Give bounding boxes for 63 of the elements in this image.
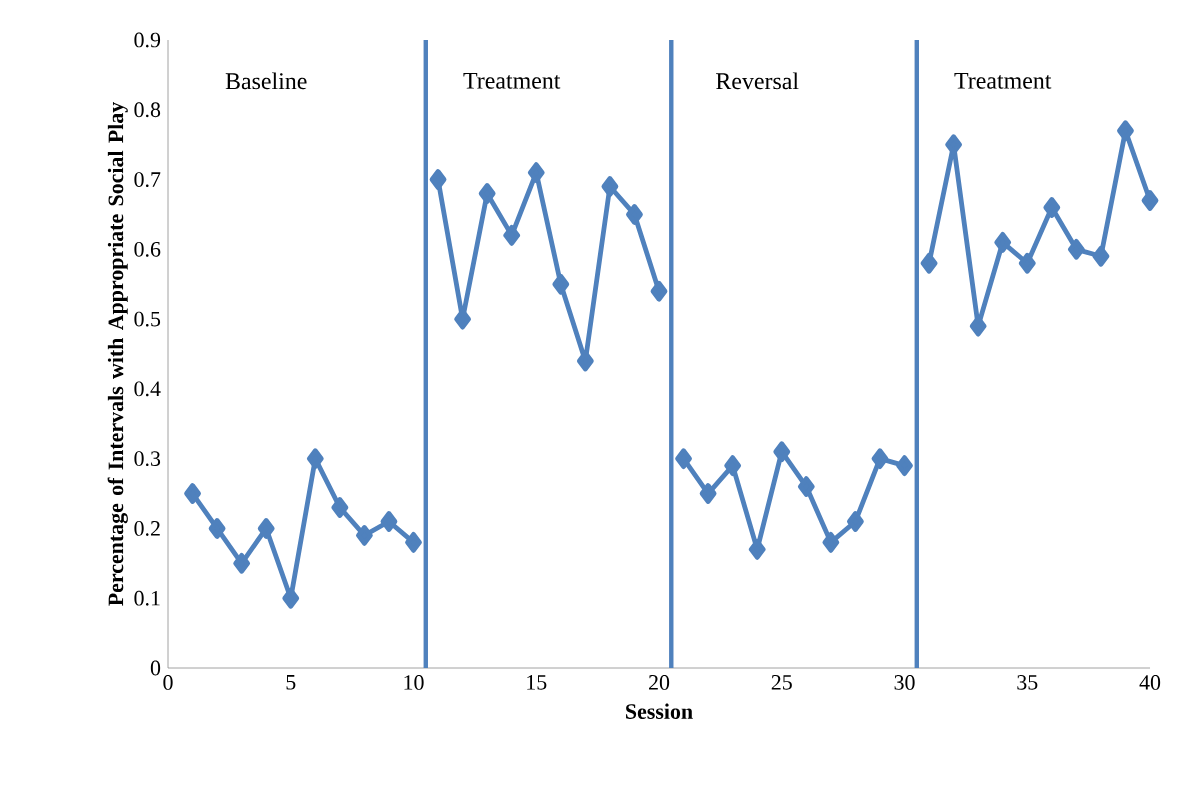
point (822, 532, 840, 553)
x-tick-label: 30 (894, 675, 915, 690)
x-tick-label: 5 (286, 675, 296, 690)
y-tick-label: 0.7 (134, 172, 161, 188)
point (257, 518, 275, 539)
point (650, 280, 668, 302)
x-axis-title: Session (626, 703, 693, 719)
point (576, 350, 594, 372)
point (1043, 197, 1061, 218)
point (405, 532, 422, 553)
point (208, 518, 226, 539)
annotation: Reversal (716, 72, 799, 90)
point (552, 273, 570, 295)
y-tick-label: 0.3 (134, 451, 161, 467)
point (773, 441, 791, 463)
point (233, 552, 251, 574)
x-tick-label: 10 (404, 675, 424, 690)
point (306, 448, 324, 470)
y-tick-label: 0.4 (134, 381, 161, 397)
point (429, 169, 447, 190)
point (699, 483, 717, 504)
annotation: Treatment (954, 72, 1052, 89)
point (871, 448, 889, 470)
point (1092, 245, 1110, 267)
point (724, 455, 742, 477)
x-tick-label: 0 (163, 675, 173, 690)
point (675, 448, 692, 470)
point (994, 231, 1012, 253)
point (478, 183, 496, 204)
point (380, 511, 398, 532)
point (969, 315, 987, 337)
x-tick-label: 40 (1139, 675, 1161, 690)
y-tick-label: 0.2 (134, 521, 160, 536)
annotation: Treatment (463, 72, 561, 89)
point (847, 511, 864, 532)
point (1067, 238, 1085, 260)
point (626, 204, 643, 225)
y-tick-label: 0.1 (134, 590, 160, 606)
x-tick-label: 20 (649, 675, 670, 690)
annotation: Baseline (225, 72, 307, 90)
point (601, 176, 619, 197)
point (1117, 120, 1134, 142)
point (1018, 252, 1036, 274)
point (356, 525, 373, 546)
y-tick-label: 0.9 (134, 32, 161, 48)
y-tick-label: 0.6 (134, 241, 161, 257)
x-tick-label: 15 (527, 675, 547, 690)
point (331, 497, 349, 518)
point (184, 483, 201, 504)
x-tick-label: 25 (771, 675, 792, 690)
y-tick-label: 0.8 (134, 102, 161, 118)
point (1141, 190, 1159, 211)
point (797, 476, 815, 497)
y-tick-label: 0.5 (134, 311, 161, 327)
point (748, 538, 766, 560)
y-axis-title: Percentage of Intervals with Appropriate Social Play (107, 101, 128, 606)
x-tick-label: 35 (1017, 675, 1038, 690)
point (896, 455, 913, 477)
point (503, 224, 521, 246)
point (920, 252, 938, 274)
point (527, 162, 545, 183)
point (282, 587, 300, 609)
y-tick-label: 0 (150, 660, 161, 676)
